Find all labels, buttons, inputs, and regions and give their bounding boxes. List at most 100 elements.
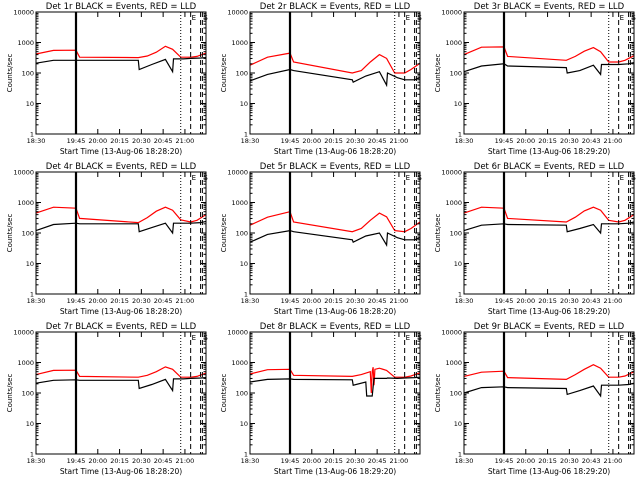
x-tick-label: 20:30 [560,137,579,145]
x-tick-label: 18:30 [241,297,260,305]
y-tick-label: 10 [454,100,462,108]
panel-title: Det 4r BLACK = Events, RED = LLD [46,162,197,172]
x-tick-label: 20:30 [560,457,579,465]
x-tick-label: 20:30 [132,297,151,305]
x-tick-label: 20:15 [538,457,557,465]
y-tick-label: 1 [244,291,248,299]
y-tick-label: 10 [240,420,248,428]
panel-7: Det 7r BLACK = Events, RED = LLD Counts/s… [6,322,208,476]
x-tick-label: 20:43 [582,137,601,145]
y-axis-label: Counts/sec [434,54,442,93]
x-tick-label: 20:15 [324,457,343,465]
x-tick-label: 19:45 [67,457,86,465]
y-tick-label: 10000 [441,9,462,17]
x-tick-label: 19:45 [67,137,86,145]
time-marker-label: E [192,334,196,342]
x-tick-label: 18:30 [241,137,260,145]
x-tick-label: 18:30 [455,457,474,465]
x-tick-label: 18:30 [455,297,474,305]
panel-5: Det 5r BLACK = Events, RED = LLD Counts/s… [220,162,422,316]
y-tick-label: 10 [26,260,34,268]
panel-4: Det 4r BLACK = Events, RED = LLD Counts/s… [6,162,208,316]
x-tick-label: 21:00 [604,137,623,145]
y-axis-label: Counts/sec [434,374,442,413]
y-tick-label: 10 [454,420,462,428]
x-tick-label: 20:15 [538,137,557,145]
x-tick-label: 19:45 [281,297,300,305]
y-tick-label: 10 [240,100,248,108]
x-axis-label: Start Time (13-Aug-06 18:29:20) [488,147,610,156]
x-tick-label: 20:15 [110,457,129,465]
x-tick-label: 21:00 [390,297,409,305]
series-line-events [249,376,421,397]
panel-title: Det 5r BLACK = Events, RED = LLD [260,162,411,172]
y-tick-label: 10 [454,260,462,268]
panel-3: Det 3r BLACK = Events, RED = LLD Counts/s… [434,2,636,156]
x-tick-label: 20:45 [368,297,387,305]
y-tick-label: 100 [236,390,248,398]
panel-title: Det 1r BLACK = Events, RED = LLD [46,2,197,12]
y-tick-label: 1 [244,451,248,459]
time-marker-label: E [406,334,410,342]
x-axis-label: Start Time (13-Aug-06 18:28:20) [60,467,182,476]
x-axis-label: Start Time (13-Aug-06 18:28:20) [274,147,396,156]
series-line-lld [249,367,421,394]
x-tick-label: 20:45 [368,457,387,465]
time-marker-label: E [620,334,624,342]
x-tick-label: 21:00 [604,457,623,465]
y-tick-label: 1 [30,131,34,139]
panel-1: Det 1r BLACK = Events, RED = LLD Counts/s… [6,2,208,156]
x-tick-label: 20:00 [516,137,535,145]
x-tick-label: 20:45 [154,297,173,305]
y-tick-label: 1 [30,451,34,459]
y-axis-label: Counts/sec [220,374,228,413]
x-tick-label: 18:30 [241,457,260,465]
x-axis-label: Start Time (13-Aug-06 18:28:20) [60,307,182,316]
y-tick-label: 10000 [13,9,34,17]
x-tick-label: 21:00 [176,137,195,145]
y-tick-label: 100 [450,70,462,78]
y-tick-label: 10 [26,100,34,108]
y-tick-label: 10000 [227,169,248,177]
x-tick-label: 20:15 [110,137,129,145]
y-tick-label: 1000 [445,359,462,367]
y-tick-label: 1 [458,291,462,299]
x-tick-label: 21:00 [390,457,409,465]
x-axis-label: Start Time (13-Aug-06 18:28:20) [60,147,182,156]
panel-title: Det 6r BLACK = Events, RED = LLD [474,162,625,172]
x-tick-label: 20:00 [88,457,107,465]
panel-8: Det 8r BLACK = Events, RED = LLD Counts/s… [220,322,422,476]
x-tick-label: 20:30 [132,137,151,145]
panel-2: Det 2r BLACK = Events, RED = LLD Counts/s… [220,2,422,156]
y-tick-label: 100 [236,230,248,238]
x-axis-label: Start Time (13-Aug-06 18:29:20) [274,467,396,476]
panel-title: Det 8r BLACK = Events, RED = LLD [260,322,411,332]
y-tick-label: 10000 [13,169,34,177]
y-tick-label: 10000 [441,169,462,177]
time-marker-label: E [192,14,196,22]
x-tick-label: 21:00 [176,297,195,305]
y-tick-label: 10000 [13,329,34,337]
x-tick-label: 20:00 [302,457,321,465]
time-marker-label: E [406,174,410,182]
series-line-events [35,377,207,393]
x-tick-label: 19:45 [281,457,300,465]
time-marker-label: E [406,14,410,22]
x-tick-label: 19:45 [495,137,514,145]
y-tick-label: 1 [244,131,248,139]
x-tick-label: 18:30 [455,137,474,145]
x-tick-label: 20:00 [88,137,107,145]
y-tick-label: 1 [458,131,462,139]
panel-6: Det 6r BLACK = Events, RED = LLD Counts/s… [434,162,636,316]
y-tick-label: 100 [450,390,462,398]
x-tick-label: 20:30 [132,457,151,465]
y-tick-label: 1000 [445,199,462,207]
y-tick-label: 10000 [227,9,248,17]
y-tick-label: 1000 [231,359,248,367]
panel-title: Det 7r BLACK = Events, RED = LLD [46,322,197,332]
x-tick-label: 21:00 [390,137,409,145]
y-tick-label: 1000 [231,39,248,47]
x-axis-label: Start Time (13-Aug-06 18:29:20) [488,467,610,476]
y-tick-label: 1000 [231,199,248,207]
y-axis-label: Counts/sec [6,374,14,413]
